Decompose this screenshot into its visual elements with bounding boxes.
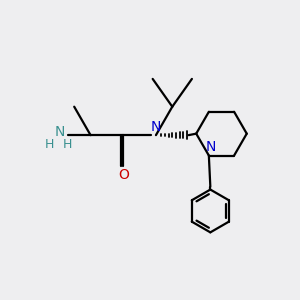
Text: O: O <box>118 167 129 182</box>
Text: N: N <box>151 120 161 134</box>
Text: N: N <box>54 124 64 139</box>
Text: N: N <box>205 140 215 154</box>
Text: H: H <box>45 138 54 151</box>
Text: H: H <box>62 138 72 151</box>
